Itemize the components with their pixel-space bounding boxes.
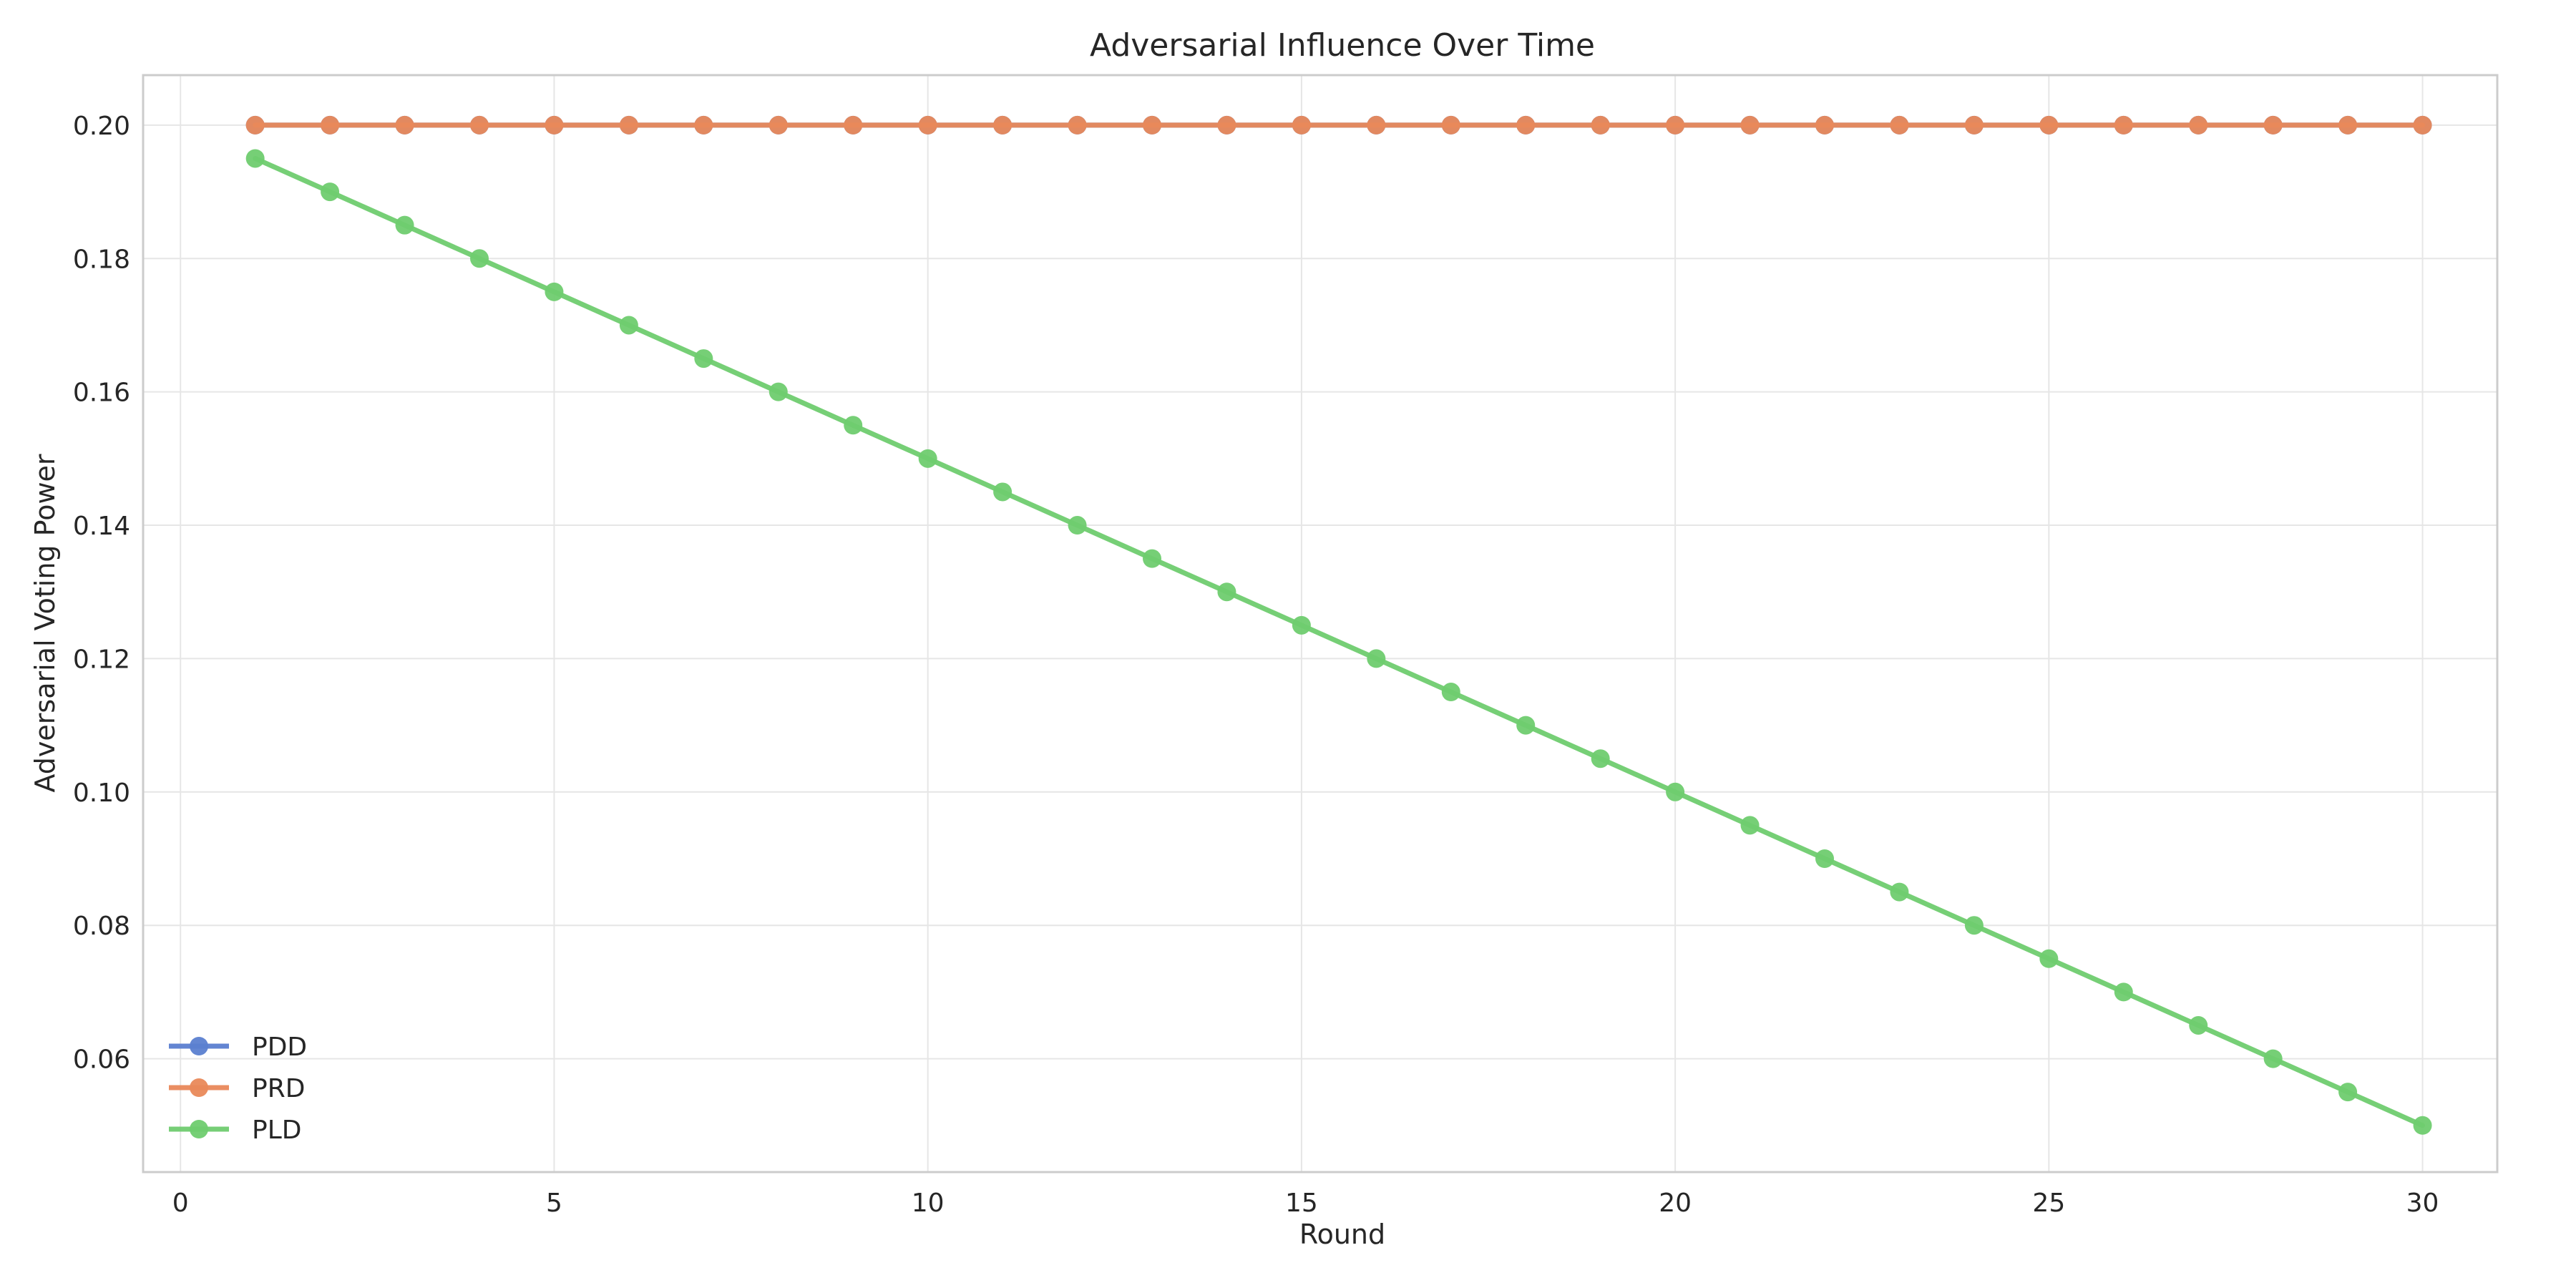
data-point-pld [619, 316, 638, 335]
data-point-prd [1143, 115, 1161, 135]
data-point-prd [619, 115, 638, 135]
data-point-prd [1890, 115, 1909, 135]
legend-item-pld: PLD [169, 1116, 302, 1145]
data-point-pld [844, 416, 863, 435]
data-point-pld [545, 282, 564, 301]
data-point-prd [1591, 115, 1610, 135]
data-point-prd [321, 115, 340, 135]
data-point-pld [2114, 982, 2133, 1002]
x-tick-label: 25 [2032, 1189, 2065, 1218]
x-axis-ticks: 0 5 10 15 20 25 30 [172, 1189, 2439, 1218]
data-point-pld [2039, 949, 2059, 968]
legend-swatch-marker [190, 1120, 208, 1138]
data-point-prd [1441, 115, 1460, 135]
data-point-prd [694, 115, 713, 135]
data-point-pld [769, 382, 788, 401]
x-tick-label: 10 [912, 1189, 945, 1218]
data-point-prd [1666, 115, 1685, 135]
data-point-pld [918, 449, 937, 468]
legend-item-prd: PRD [169, 1074, 305, 1103]
data-point-prd [1815, 115, 1834, 135]
data-point-prd [769, 115, 788, 135]
data-point-prd [1068, 115, 1087, 135]
y-tick-label: 0.08 [73, 912, 130, 941]
y-tick-label: 0.18 [73, 245, 130, 274]
data-point-prd [844, 115, 863, 135]
chart-title: Adversarial Influence Over Time [1090, 27, 1595, 64]
data-point-pld [395, 215, 414, 235]
data-point-pld [1217, 582, 1236, 602]
data-point-pld [2189, 1015, 2208, 1035]
data-point-prd [993, 115, 1013, 135]
data-point-pld [2263, 1049, 2283, 1068]
data-point-pld [1890, 882, 1909, 902]
data-point-pld [1591, 749, 1610, 769]
data-point-prd [2338, 115, 2358, 135]
y-tick-label: 0.12 [73, 645, 130, 674]
series-layer [245, 115, 2432, 1135]
series-line-pld [253, 155, 2426, 1128]
y-tick-label: 0.10 [73, 779, 130, 808]
data-point-prd [1292, 115, 1311, 135]
data-point-prd [1740, 115, 1760, 135]
legend-swatch-marker [190, 1078, 208, 1097]
x-tick-label: 15 [1285, 1189, 1318, 1218]
data-point-prd [245, 115, 265, 135]
data-point-prd [2114, 115, 2133, 135]
data-point-pld [1068, 516, 1087, 535]
y-axis-label: Adversarial Voting Power [29, 454, 61, 792]
data-point-pld [993, 482, 1013, 502]
series-pld [245, 149, 2432, 1135]
y-axis-ticks: 0.06 0.08 0.10 0.12 0.14 0.16 0.18 0.20 [73, 112, 130, 1075]
data-point-prd [2039, 115, 2059, 135]
legend-label: PLD [252, 1116, 302, 1145]
data-point-prd [395, 115, 414, 135]
data-point-prd [545, 115, 564, 135]
legend: PDD PRD PLD [169, 1033, 307, 1145]
plot-frame [142, 74, 2499, 1174]
data-point-prd [2189, 115, 2208, 135]
y-tick-label: 0.14 [73, 512, 130, 541]
data-point-pld [470, 249, 489, 268]
data-point-prd [1217, 115, 1236, 135]
data-point-pld [1441, 683, 1460, 702]
legend-swatch-marker [190, 1037, 208, 1055]
data-point-prd [470, 115, 489, 135]
data-point-prd [1964, 115, 1984, 135]
data-point-pld [321, 182, 340, 202]
series-prd [245, 115, 2432, 135]
data-point-prd [1367, 115, 1386, 135]
data-point-pld [1143, 549, 1161, 568]
data-point-pld [1964, 916, 1984, 935]
grid [143, 75, 2497, 1172]
x-tick-label: 30 [2406, 1189, 2439, 1218]
data-point-pld [1516, 716, 1536, 735]
data-point-prd [2413, 115, 2432, 135]
data-point-prd [1516, 115, 1536, 135]
x-axis-label: Round [1299, 1219, 1385, 1250]
legend-item-pdd: PDD [169, 1033, 307, 1062]
y-tick-label: 0.20 [73, 112, 130, 141]
legend-label: PDD [252, 1033, 307, 1062]
data-point-pld [2338, 1083, 2358, 1102]
data-point-pld [694, 349, 713, 369]
data-point-pld [245, 149, 265, 168]
x-tick-label: 5 [546, 1189, 562, 1218]
data-point-pld [1367, 649, 1386, 668]
data-point-pld [1815, 849, 1834, 868]
data-point-pld [1740, 816, 1760, 835]
data-point-prd [918, 115, 937, 135]
legend-label: PRD [252, 1074, 305, 1103]
data-point-pld [1292, 615, 1311, 635]
data-point-prd [2263, 115, 2283, 135]
y-tick-label: 0.16 [73, 379, 130, 408]
data-point-pld [1666, 782, 1685, 801]
x-tick-label: 0 [172, 1189, 189, 1218]
data-point-pld [2413, 1116, 2432, 1135]
x-tick-label: 20 [1659, 1189, 1692, 1218]
y-tick-label: 0.06 [73, 1045, 130, 1075]
